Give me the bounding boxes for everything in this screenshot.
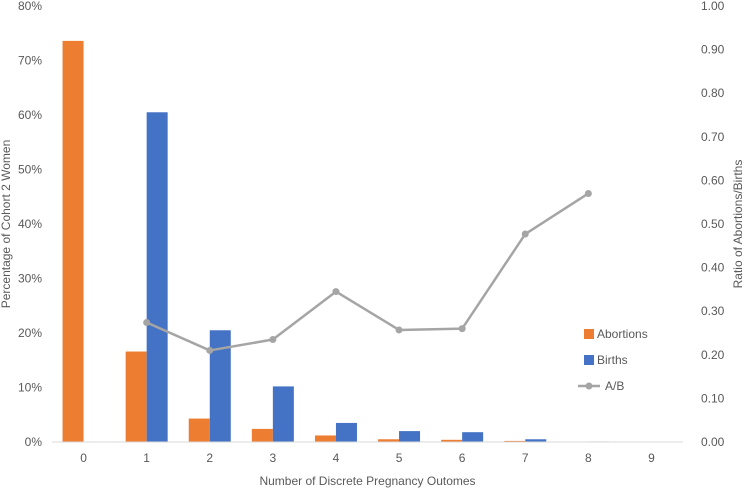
y-tick-label: 70% [18, 54, 42, 68]
y2-tick-label: 0.70 [701, 130, 725, 144]
point-ab-7 [521, 230, 529, 238]
x-tick-label: 9 [648, 451, 655, 465]
legend-label-ab: A/B [605, 379, 624, 393]
bar-births-2 [209, 330, 231, 442]
x-tick-label: 1 [143, 451, 150, 465]
bars-layer [62, 40, 673, 443]
y2-tick-label: 0.50 [701, 217, 725, 231]
y2-tick-label: 1.00 [701, 0, 725, 13]
point-ab-2 [206, 346, 214, 354]
point-ab-1 [143, 319, 151, 327]
y-axis-ticks: 0% 10% 20% 30% 40% 50% 60% 70% 80% [18, 0, 42, 449]
x-tick-label: 4 [333, 451, 340, 465]
y2-tick-label: 0.10 [701, 391, 725, 405]
bar-births-5 [399, 431, 421, 442]
line-layer [143, 189, 592, 354]
y-tick-label: 20% [18, 326, 42, 340]
x-tick-label: 7 [522, 451, 529, 465]
y2-tick-label: 0.40 [701, 261, 725, 275]
bar-abortions-1 [125, 351, 147, 442]
bar-abortions-6 [441, 439, 463, 442]
legend-swatch-abortions [584, 329, 594, 339]
line-ab [146, 192, 590, 352]
bar-births-3 [272, 386, 294, 442]
x-tick-label: 2 [206, 451, 213, 465]
y-tick-label: 10% [18, 381, 42, 395]
y2-tick-label: 0.60 [701, 173, 725, 187]
bar-abortions-7 [504, 440, 526, 442]
bar-abortions-5 [378, 439, 400, 442]
y2-tick-label: 0.20 [701, 348, 725, 362]
bar-births-1 [146, 112, 168, 443]
y2-axis-title: Ratio of Abortions/Births [731, 160, 745, 289]
x-axis-ticks: 0 1 2 3 4 5 6 7 8 9 [80, 451, 655, 465]
bar-births-6 [462, 432, 484, 442]
y-tick-label: 30% [18, 272, 42, 286]
y-axis-title: Percentage of Cohort 2 Women [0, 140, 13, 309]
point-ab-3 [269, 336, 277, 344]
y-tick-label: 40% [18, 217, 42, 231]
x-axis-title: Number of Discrete Pregnancy Outomes [259, 474, 475, 488]
x-tick-label: 6 [459, 451, 466, 465]
y-tick-label: 80% [18, 0, 42, 13]
bar-abortions-0 [62, 40, 84, 442]
y-tick-label: 0% [25, 435, 43, 449]
bar-births-4 [335, 422, 357, 442]
bar-abortions-3 [251, 428, 273, 442]
bar-abortions-2 [188, 418, 210, 442]
y2-tick-label: 0.80 [701, 86, 725, 100]
y2-tick-label: 0.90 [701, 43, 725, 57]
x-tick-label: 3 [270, 451, 277, 465]
y-tick-label: 50% [18, 163, 42, 177]
x-tick-label: 5 [396, 451, 403, 465]
point-ab-8 [584, 189, 592, 197]
x-tick-label: 0 [80, 451, 87, 465]
y2-axis-ticks: 0.00 0.10 0.20 0.30 0.40 0.50 0.60 0.70 0.80 0.90… [701, 0, 725, 449]
point-ab-6 [458, 325, 466, 333]
point-ab-5 [395, 326, 403, 334]
legend-marker-ab [585, 382, 593, 390]
legend-label-abortions: Abortions [597, 327, 648, 341]
legend: Abortions Births A/B [578, 327, 648, 393]
y2-tick-label: 0.30 [701, 304, 725, 318]
x-tick-label: 8 [585, 451, 592, 465]
y-tick-label: 60% [18, 108, 42, 122]
point-ab-4 [332, 288, 340, 296]
bar-abortions-4 [314, 435, 336, 442]
y2-tick-label: 0.00 [701, 435, 725, 449]
legend-swatch-births [584, 355, 594, 365]
legend-label-births: Births [597, 353, 628, 367]
bar-births-7 [525, 439, 547, 442]
